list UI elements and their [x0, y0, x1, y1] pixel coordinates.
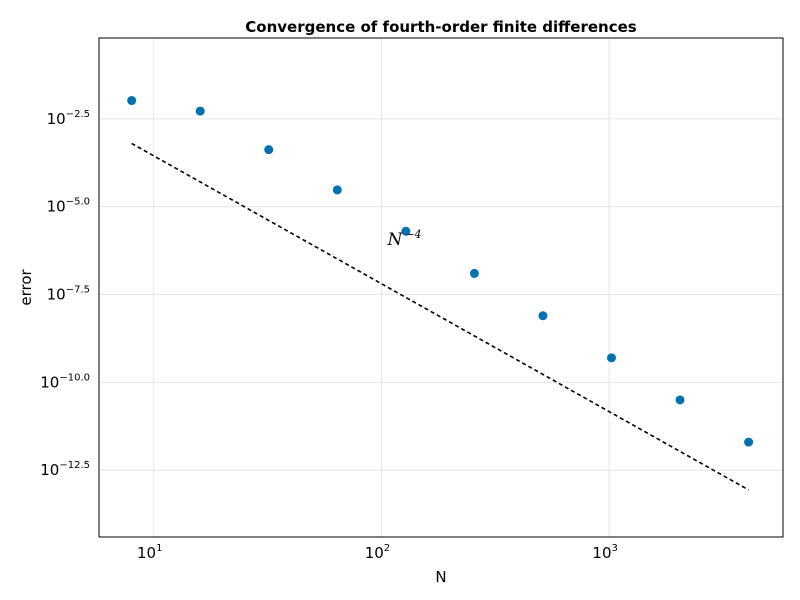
annotation-base: N: [386, 230, 403, 250]
x-tick-base: 10: [365, 544, 384, 562]
y-tick-exponent: −2.5: [66, 109, 90, 120]
data-point: [264, 145, 274, 155]
x-tick-label: 101: [137, 543, 162, 562]
x-axis-label: N: [435, 568, 446, 586]
y-tick-base: 10: [47, 110, 66, 128]
x-tick-exponent: 1: [156, 543, 162, 554]
data-point: [127, 96, 137, 106]
y-tick-label: 10−5.0: [47, 197, 90, 216]
annotation-exponent: −4: [405, 228, 421, 241]
data-point: [195, 106, 205, 116]
x-tick-base: 10: [137, 544, 156, 562]
y-tick-base: 10: [40, 461, 59, 479]
x-tick-label: 103: [592, 543, 617, 562]
y-tick-exponent: −10.0: [59, 372, 90, 383]
x-tick-base: 10: [592, 544, 611, 562]
chart-title: Convergence of fourth-order finite diffe…: [245, 18, 637, 36]
x-tick-exponent: 2: [384, 543, 390, 554]
data-point: [401, 226, 411, 236]
y-tick-label: 10−7.5: [47, 285, 90, 304]
x-tick-label: 102: [365, 543, 390, 562]
series-layer: [127, 96, 754, 491]
y-ticks: 10−2.510−5.010−7.510−10.010−12.5: [40, 109, 90, 479]
data-point: [675, 395, 685, 405]
x-ticks: 101 102 103: [137, 543, 618, 562]
y-axis-label: error: [17, 269, 35, 306]
x-tick-exponent: 3: [612, 543, 618, 554]
data-point: [469, 268, 479, 278]
y-tick-exponent: −7.5: [66, 285, 90, 296]
data-point: [332, 185, 342, 195]
y-tick-exponent: −12.5: [59, 460, 90, 471]
reference-line: [131, 142, 749, 491]
annotation-label: N −4: [386, 228, 421, 250]
y-tick-label: 10−2.5: [47, 109, 90, 128]
y-tick-base: 10: [47, 286, 66, 304]
y-tick-exponent: −5.0: [66, 197, 90, 208]
y-tick-base: 10: [47, 198, 66, 216]
grid: [99, 38, 783, 537]
data-point: [607, 353, 617, 363]
y-tick-label: 10−10.0: [40, 372, 90, 391]
data-point: [538, 311, 548, 321]
y-tick-label: 10−12.5: [40, 460, 90, 479]
data-point: [744, 437, 754, 447]
y-tick-base: 10: [40, 373, 59, 391]
plot-frame: [98, 37, 784, 538]
